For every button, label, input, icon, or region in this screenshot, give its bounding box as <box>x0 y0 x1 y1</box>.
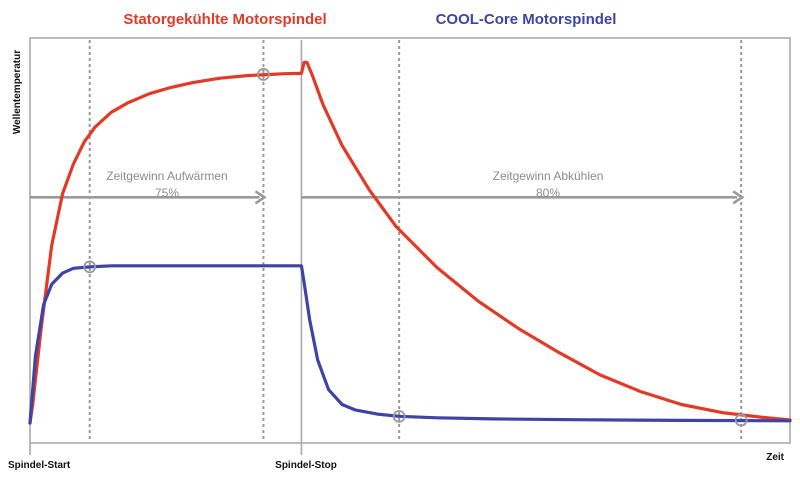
x-axis-label: Zeit <box>766 452 784 463</box>
marker-1 <box>83 260 97 274</box>
annotation-warmup-label: Zeitgewinn Aufwärmen <box>106 169 227 183</box>
annotation-cooldown-value: 80% <box>536 186 560 200</box>
legend-cool-core: COOL-Core Motorspindel <box>436 11 617 28</box>
series-line-stator <box>28 60 792 425</box>
annotation-arrowhead-1 <box>732 190 745 205</box>
x-tick-spindel-stop: Spindel-Stop <box>275 460 337 471</box>
markers <box>83 68 748 427</box>
annotation-cooldown-label: Zeitgewinn Abkühlen <box>493 169 604 183</box>
y-axis-label: Wellentemperatur <box>12 50 23 134</box>
guide-lines <box>29 40 743 455</box>
series-lines <box>28 60 792 425</box>
x-tick-spindel-start: Spindel-Start <box>8 460 71 471</box>
marker-3 <box>734 413 748 427</box>
annotation-arrowhead-0 <box>254 190 267 205</box>
series-line-cool-core <box>28 264 792 425</box>
plot-frame <box>29 37 791 444</box>
annotation-warmup-value: 75% <box>155 186 179 200</box>
marker-0 <box>257 68 270 81</box>
legend-stator: Statorgekühlte Motorspindel <box>123 11 326 28</box>
marker-2 <box>392 409 406 423</box>
